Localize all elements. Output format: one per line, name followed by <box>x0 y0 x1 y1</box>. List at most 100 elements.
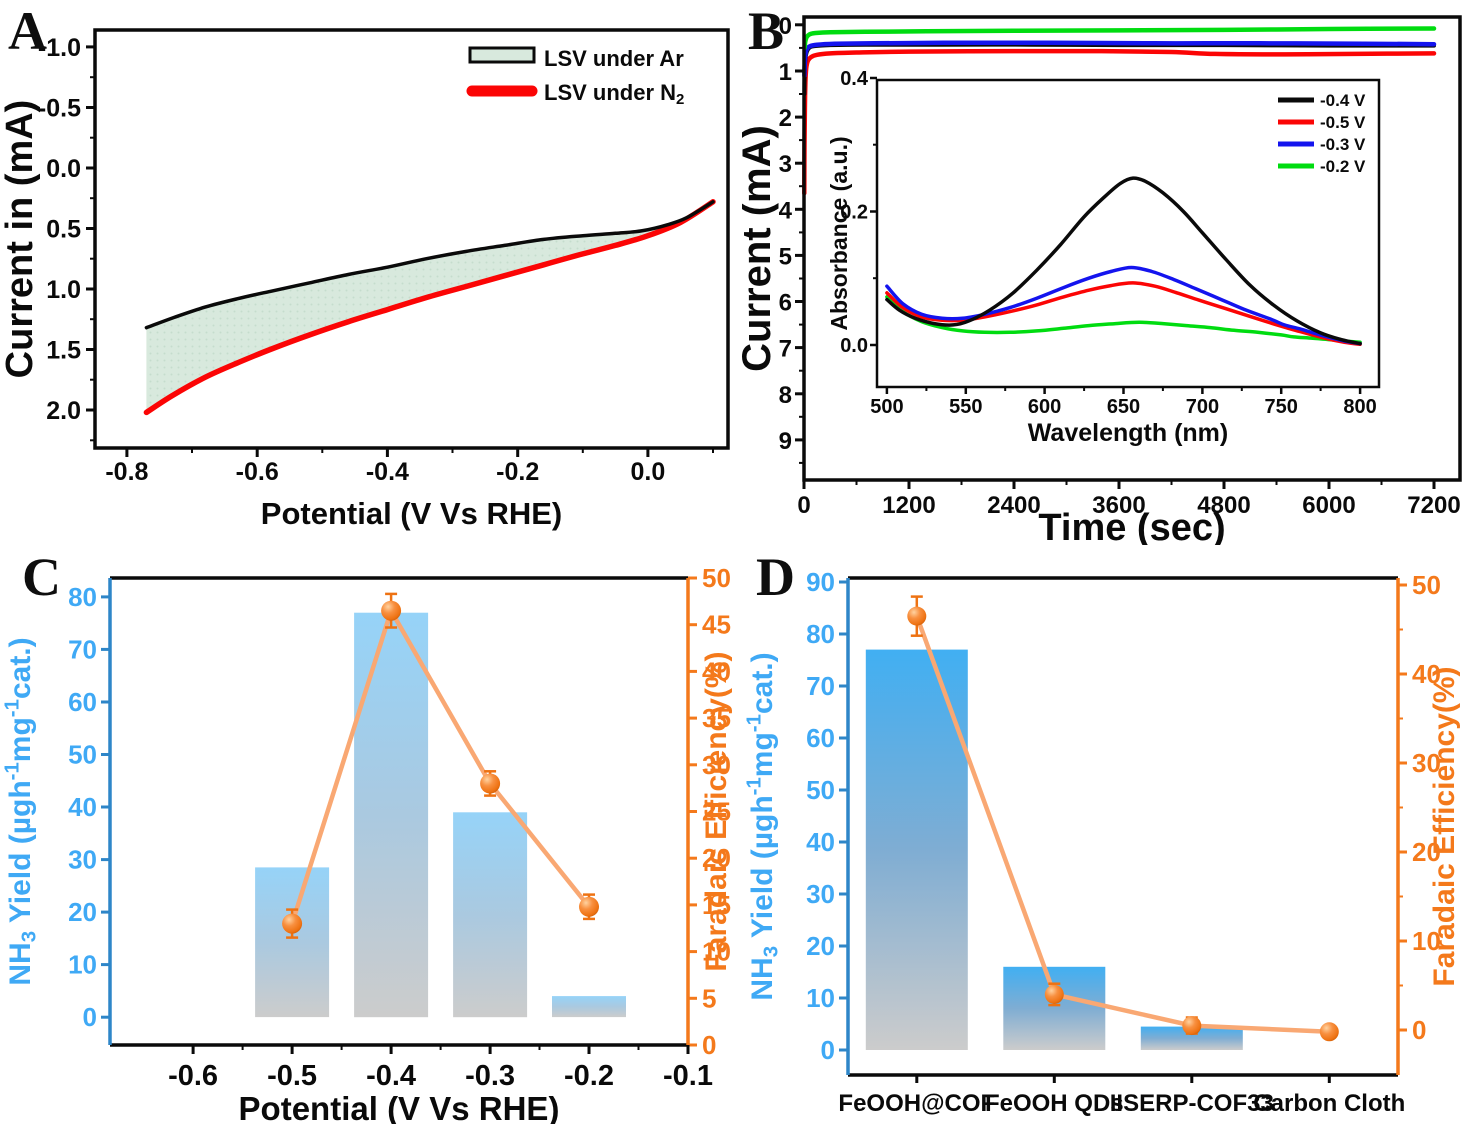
right-tick-label: 40 <box>702 656 731 686</box>
data-point-marker <box>381 600 402 621</box>
inset-series--0.4V <box>885 176 1362 346</box>
faradaic-efficiency-line <box>914 615 1330 1035</box>
right-tick-label: 20 <box>702 843 731 873</box>
panel-c-yield-chart: 0 10 20 30 40 50 60 70 80 0 5 10 15 20 25 30 35 40 45 50 -0.… <box>0 545 742 1124</box>
inset-background <box>877 80 1379 387</box>
x-tick-label: -0.8 <box>105 458 148 486</box>
left-tick-label: 10 <box>806 983 835 1013</box>
right-tick-label: 45 <box>702 610 731 640</box>
bar-2 <box>453 812 528 1018</box>
left-tick-label: 30 <box>806 879 835 909</box>
panel-label-d: D <box>756 547 795 607</box>
inset-x-tick-label: 750 <box>1265 396 1298 418</box>
series--0.3V <box>802 40 1437 78</box>
x-tick-label: -0.6 <box>236 458 279 486</box>
y-tick-label: 0.5 <box>46 216 81 244</box>
left-tick-label: 20 <box>806 931 835 961</box>
series--0.2V <box>802 26 1437 51</box>
inset-series--0.2V <box>885 295 1362 345</box>
left-tick-label: 40 <box>806 827 835 857</box>
inset-series--0.5V <box>885 281 1362 347</box>
y-tick-label: 7 <box>779 336 792 363</box>
bar-0 <box>255 867 330 1018</box>
category-label: IISERP-COF33 <box>1110 1090 1274 1117</box>
category-label: FeOOH QDs <box>985 1090 1124 1117</box>
d-plot: 010203040506070809001020304050FeOOH@COFF… <box>744 567 1461 1117</box>
y-tick-label: 9 <box>779 428 792 455</box>
x-tick-label: -0.1 <box>663 1060 713 1092</box>
y-tick-label: 6 <box>779 290 792 317</box>
bar-1 <box>1003 966 1106 1050</box>
data-point-marker <box>1044 984 1064 1004</box>
left-tick-label: 90 <box>806 567 835 597</box>
inset-y-tick-label: 0.0 <box>840 335 868 357</box>
y-tick-label: 4 <box>779 197 793 224</box>
right-tick-label: 15 <box>702 890 731 920</box>
left-tick-label: 40 <box>68 792 97 822</box>
inset-legend-label: -0.5 V <box>1320 113 1366 132</box>
y-tick-label: -1.0 <box>38 34 81 62</box>
x-tick-label: -0.2 <box>496 458 539 486</box>
legend-label-ar: LSV under Ar <box>544 46 684 71</box>
x-axis-title: Potential (V Vs RHE) <box>239 1090 560 1124</box>
y-tick-label: 2 <box>779 105 792 132</box>
inset-x-tick-label: 550 <box>949 396 982 418</box>
left-tick-label: 50 <box>68 740 97 770</box>
legend-label-n2: LSV under N2 <box>544 80 684 108</box>
left-tick-label: 10 <box>68 950 97 980</box>
c-plot: 0 10 20 30 40 50 60 70 80 0 5 10 15 20 25 30 35 40 45 50 -0.… <box>2 563 733 1124</box>
series-lsv-n2 <box>143 199 716 416</box>
data-point-marker <box>907 606 927 626</box>
x-tick-label: -0.4 <box>366 1060 416 1092</box>
series-lsv-ar <box>144 200 715 330</box>
x-tick-label: 0 <box>797 492 810 519</box>
right-tick-label: 50 <box>1412 570 1441 600</box>
left-tick-label: 60 <box>806 723 835 753</box>
right-tick-label: 50 <box>702 563 731 593</box>
inset-legend-label: -0.2 V <box>1320 157 1366 176</box>
y-tick-label: 1.5 <box>46 337 81 365</box>
right-tick-label: 5 <box>702 983 716 1013</box>
inset-legend-label: -0.4 V <box>1320 91 1366 110</box>
inset-x-tick-label: 500 <box>870 396 903 418</box>
inset-x-tick-label: 700 <box>1186 396 1219 418</box>
x-axis-title: Time (sec) <box>1038 507 1225 545</box>
inset-y-tick-label: 0.2 <box>840 202 868 224</box>
legend-swatch-ar <box>468 46 536 64</box>
left-tick-label: 30 <box>68 845 97 875</box>
x-tick-label: -0.4 <box>366 458 409 486</box>
inset-legend-label: -0.3 V <box>1320 135 1366 154</box>
y-axis-title: Current in (mA) <box>0 100 41 379</box>
bar-2 <box>1140 1026 1243 1050</box>
y-tick-label: 1.0 <box>46 276 81 304</box>
data-point-marker <box>1319 1022 1339 1042</box>
left-tick-label: 60 <box>68 687 97 717</box>
x-tick-label: -0.3 <box>465 1060 515 1092</box>
data-point-marker <box>480 773 501 794</box>
left-tick-label: 50 <box>806 775 835 805</box>
y-tick-label: 0 <box>779 13 792 40</box>
left-tick-label: 0 <box>821 1035 835 1065</box>
bar-1 <box>354 612 429 1018</box>
right-axis-title: Faradaic Efficiency(%) <box>1428 666 1461 986</box>
data-point-marker <box>1182 1016 1202 1036</box>
left-axis-title: NH3 Yield (µgh-1mg-1cat.) <box>744 652 783 1000</box>
right-tick-label: 10 <box>702 937 731 967</box>
right-tick-label: 30 <box>1412 748 1441 778</box>
left-tick-label: 80 <box>806 619 835 649</box>
plot-frame <box>802 15 1462 482</box>
x-tick-label: 7200 <box>1407 492 1460 519</box>
right-tick-label: 30 <box>702 750 731 780</box>
left-tick-label: 80 <box>68 582 97 612</box>
y-tick-label: 8 <box>779 382 792 409</box>
y-tick-label: 5 <box>779 243 792 270</box>
y-tick-label: 2.0 <box>46 397 81 425</box>
chronoamperometry-plot: 0 1200 2400 3600 4800 6000 7200 0 1 2 3 4 5 6 7 8 9 Time … <box>735 13 1462 549</box>
right-tick-label: 25 <box>702 797 731 827</box>
right-tick-label: 0 <box>702 1030 716 1060</box>
data-point-marker <box>282 913 303 934</box>
x-tick-label: 0.0 <box>631 458 666 486</box>
x-tick-label: -0.2 <box>564 1060 614 1092</box>
left-tick-label: 20 <box>68 897 97 927</box>
